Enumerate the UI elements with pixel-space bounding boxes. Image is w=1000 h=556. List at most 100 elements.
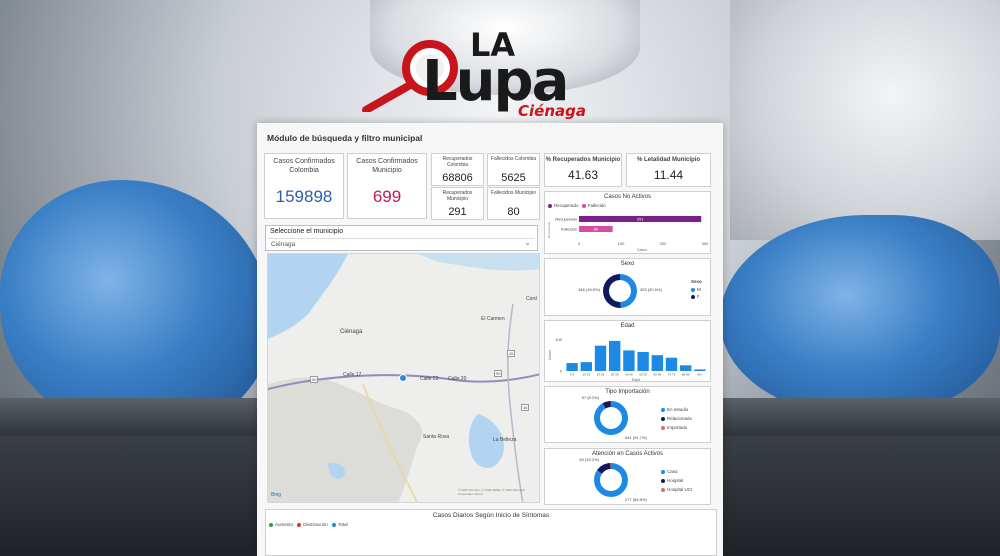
bar [651, 355, 663, 371]
kpi-value: 41.63 [567, 168, 599, 182]
map-label-calle-20: Calle 20 [420, 376, 439, 382]
legend-entry: Recuperado [554, 203, 579, 208]
tick-label: 70-79 [668, 373, 676, 377]
bar [579, 226, 613, 232]
legend-item-m: M [691, 287, 701, 292]
tick-label: 10-19 [582, 373, 590, 377]
kpi-recuperados-colombia: Recuperados Colombia 68806 [431, 153, 484, 186]
tick-label: 80-89 [682, 373, 690, 377]
kpi-value: 5625 [501, 172, 526, 184]
pie-slice [603, 274, 621, 308]
data-label: 50 (15.2%) [579, 457, 599, 462]
municipio-map[interactable]: Ciénaga El Carmen Calle 17 Calle 20 Call… [267, 253, 540, 503]
map-location-marker[interactable] [399, 374, 407, 382]
bar [566, 363, 578, 371]
data-label: 277 (84.8%) [625, 497, 647, 502]
legend-item: En estudio [661, 407, 688, 412]
legend-swatch [332, 522, 337, 527]
legend-title: Sexo [691, 279, 702, 284]
sexo-panel: Sexo 346 (49.5%) 353 (50.5%) Sexo M F [544, 258, 711, 316]
map-pond [328, 462, 345, 479]
axis-label: Casos [548, 350, 552, 360]
data-label: 346 (49.5%) [578, 287, 600, 292]
panel-title: Casos Diarios Según Inicio de Síntomas [432, 512, 550, 519]
map-graphics [268, 254, 539, 502]
bar [579, 216, 702, 222]
map-secondary-road [507, 303, 524, 502]
legend-swatch [661, 478, 665, 483]
kpi-label: Recuperados Colombia [442, 156, 473, 168]
legend-swatch [661, 469, 665, 474]
map-tertiary-road [362, 383, 418, 502]
casos-no-activos-panel: Casos No Activos Recuperado Fallecido Re… [544, 191, 711, 254]
logo-main-text: Lupa [422, 49, 569, 114]
chevron-down-icon: ⌄ [524, 238, 531, 247]
category-label: Recuperado [555, 217, 578, 222]
route-shield: 90 [310, 376, 319, 383]
map-label-calle-20b: Calle 20 [448, 376, 467, 382]
blue-glove-left [0, 180, 270, 430]
route-shield: 90 [494, 370, 503, 377]
legend-swatch [297, 522, 302, 527]
category-label: Fallecido [561, 227, 578, 232]
legend-entry: Importado [667, 425, 688, 430]
data-label: 80 [594, 227, 599, 232]
legend-swatch [661, 487, 665, 492]
legend-swatch [691, 287, 695, 292]
legend-swatch [548, 203, 552, 208]
kpi-label: % Letalidad Municipio [636, 157, 700, 163]
pie-slice [594, 463, 628, 497]
casos-diarios-panel: Casos Diarios Según Inicio de Síntomas A… [265, 509, 717, 556]
tick-label: 50-59 [639, 373, 647, 377]
kpi-value: 159898 [275, 187, 333, 206]
map-label-santa-rosa: Santa Rosa [423, 434, 450, 440]
axis-label: Casos [637, 248, 647, 252]
dashboard-panel: Módulo de búsqueda y filtro municipal Ca… [257, 123, 723, 556]
legend-swatch [661, 425, 665, 430]
map-label-calle-17: Calle 17 [343, 372, 362, 378]
tick-label: 0 [560, 369, 563, 374]
panel-title: Casos No Activos [603, 194, 652, 200]
map-attribution[interactable]: © 2020 TomTom, © 2020 HERE, © 2020 Micro… [458, 488, 525, 496]
tick-label: 40-49 [625, 373, 633, 377]
legend-entry: Disminución [303, 522, 328, 527]
pie-slice [620, 274, 637, 308]
municipio-dropdown[interactable]: Ciénaga ⌄ [268, 238, 535, 250]
legend-swatch [661, 416, 665, 421]
kpi-label: Fallecidos Colombia [490, 156, 537, 162]
kpi-casos-colombia: Casos Confirmados Colombia 159898 [264, 153, 344, 219]
panel-title: Edad [620, 323, 635, 329]
tipo-importacion-chart: 57 (8.2%) 641 (91.7%) [582, 395, 648, 440]
edad-panel: Edad 0-9 10-19 20-29 30-39 40-49 50-59 60-69 70… [544, 320, 711, 382]
axis-label: Edad [632, 378, 640, 382]
data-label: 353 (50.5%) [640, 287, 662, 292]
kpi-value: 80 [507, 206, 520, 218]
data-label: 57 (8.2%) [582, 395, 600, 400]
selector-label: Seleccione el municipio [270, 228, 344, 235]
data-label: 291 [637, 217, 644, 222]
kpi-value: 11.44 [653, 168, 684, 182]
map-sea [268, 254, 348, 339]
tick-label: 0 [578, 241, 581, 246]
logo-la-text: LA [470, 26, 516, 64]
bing-logo: Bing [271, 492, 282, 498]
kpi-value: 291 [448, 206, 467, 218]
legend-item: Importado [661, 425, 687, 430]
atencion-chart: 50 (15.2%) 277 (84.8%) [579, 457, 647, 502]
pie-slice [610, 463, 611, 470]
tick-label: 100 [555, 337, 562, 342]
bar [680, 365, 692, 371]
legend-swatch [581, 203, 586, 208]
lab-coat-background [730, 0, 1000, 240]
dashboard-title: Módulo de búsqueda y filtro municipal [267, 133, 423, 143]
pie-slice [602, 401, 611, 409]
sexo-chart: 346 (49.5%) 353 (50.5%) [578, 274, 662, 308]
legend-item: Hospital [661, 478, 683, 483]
map-label-cord: Cord [526, 296, 537, 302]
legend-entry: Relacionado [667, 416, 693, 421]
legend-entry: Hospital UCI [667, 487, 693, 492]
axis-label: Recuperado [547, 221, 551, 238]
magnifier-icon [362, 40, 458, 112]
pie-slice [594, 401, 628, 435]
legend-swatch [661, 407, 665, 412]
